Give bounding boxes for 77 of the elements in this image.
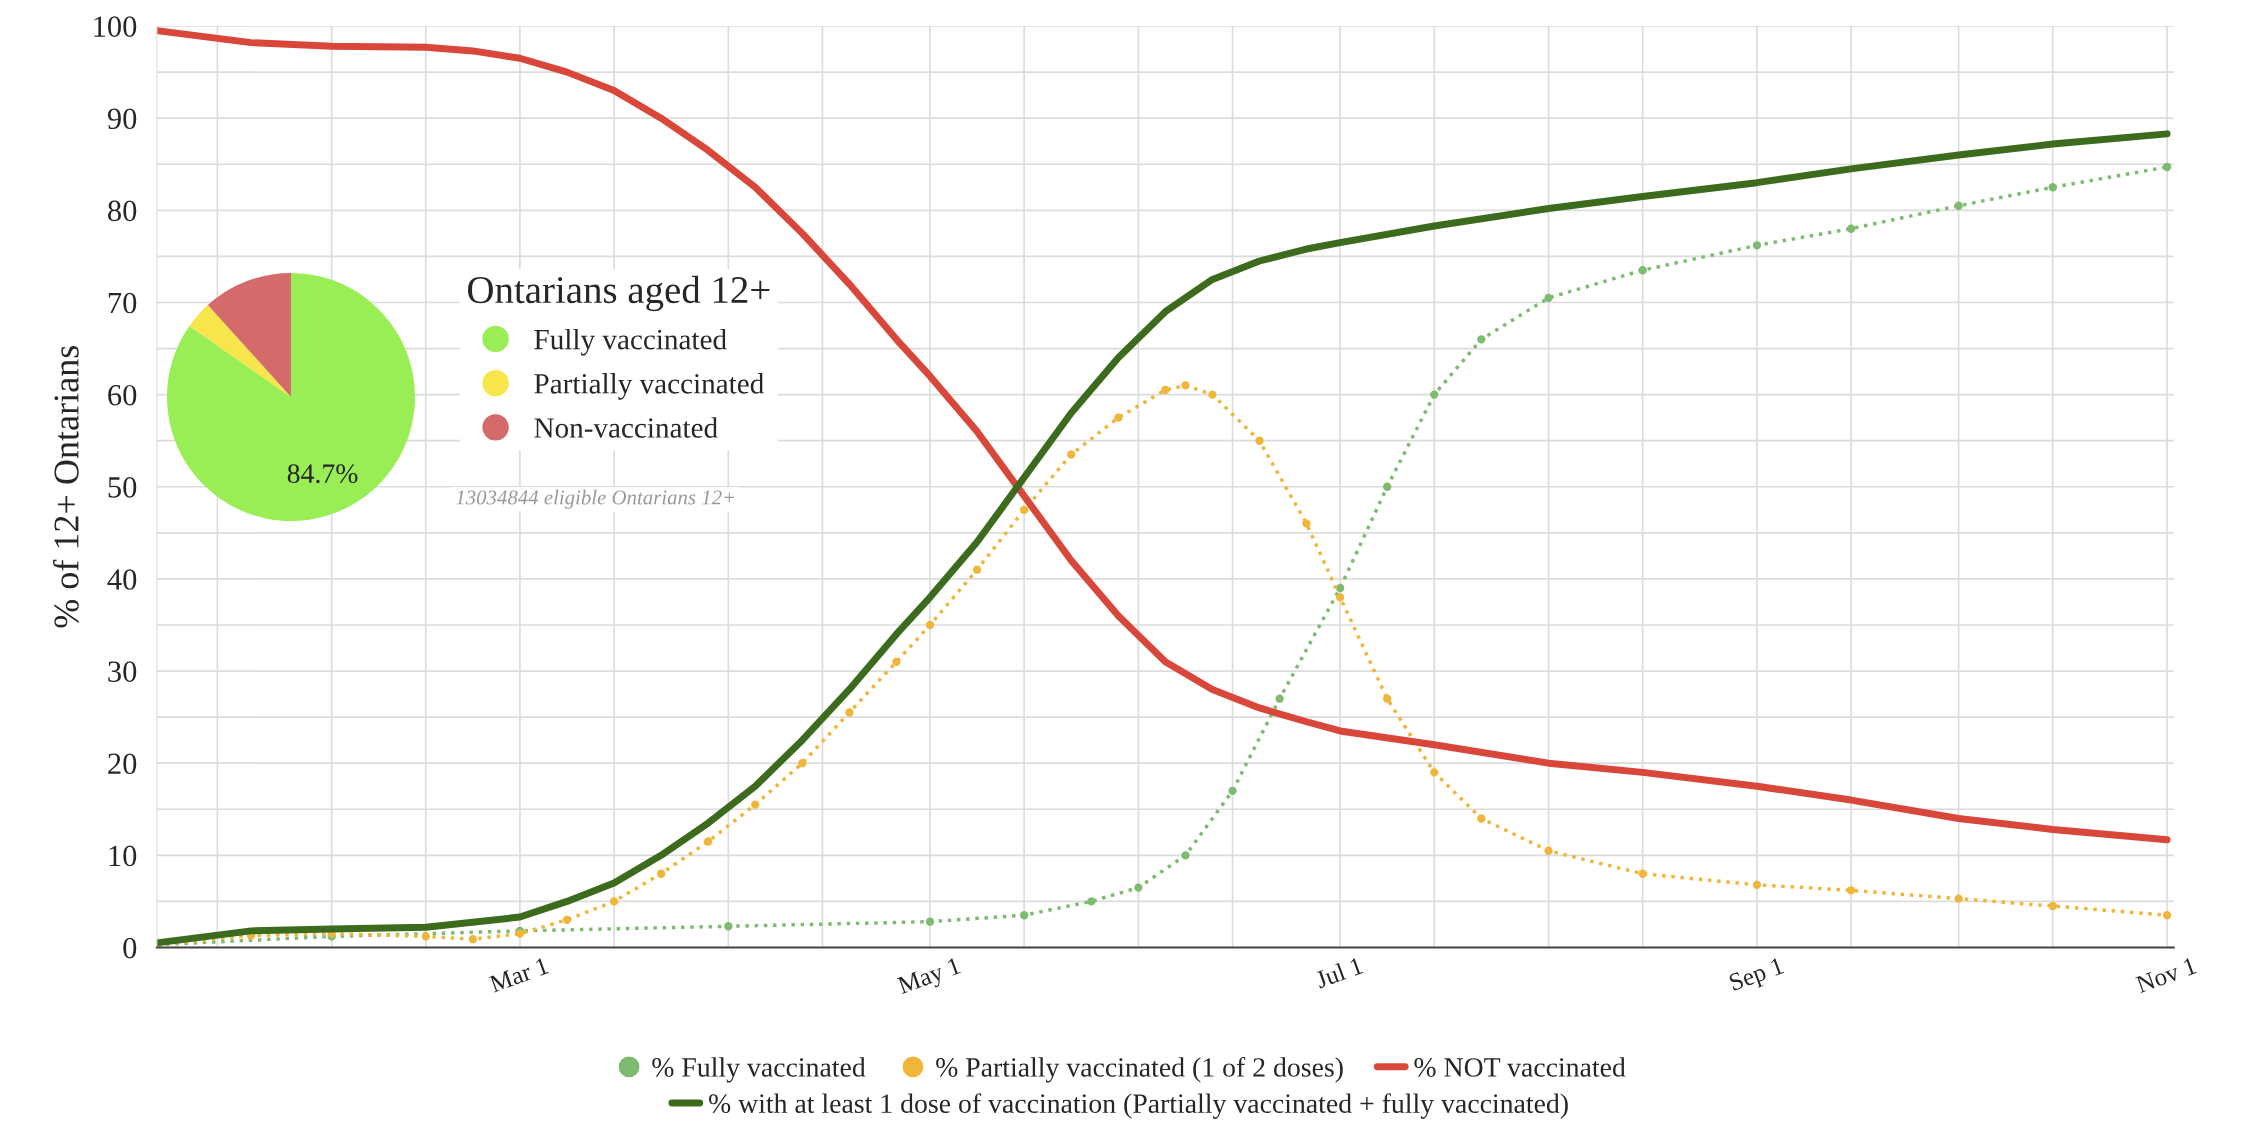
point (1335, 593, 1345, 602)
point (609, 897, 619, 906)
point (1638, 869, 1647, 878)
legend-label: % NOT vaccinated (1414, 1057, 1626, 1077)
point (1383, 694, 1392, 703)
annotation: 13034844 eligible Ontarians 12+ (456, 489, 735, 509)
legend-title: Ontarians aged 12+ (468, 275, 770, 312)
point (1275, 694, 1284, 703)
point (724, 922, 733, 931)
point (2048, 901, 2057, 911)
point (972, 565, 982, 574)
point (1954, 201, 1963, 210)
point (1430, 768, 1439, 777)
y-tick-label: 50 (108, 477, 137, 498)
pie-slice (189, 305, 291, 397)
legend-label: % Fully vaccinated (652, 1057, 866, 1083)
point (1383, 482, 1392, 491)
legend-label: Fully vaccinated (534, 328, 727, 356)
point (1477, 335, 1486, 344)
point (1114, 413, 1123, 422)
y-tick-label: 20 (108, 753, 137, 775)
y-tick-label: 100 (94, 16, 137, 37)
point (1019, 505, 1029, 514)
point (656, 869, 666, 878)
legend-label: Non-vaccinated (534, 417, 718, 438)
x-tick-label: May 1 (896, 957, 963, 999)
point (2048, 183, 2057, 192)
pie-slice (167, 273, 415, 521)
x-tick-label: Nov 1 (2135, 957, 2197, 994)
data-label: 84.7% (287, 464, 358, 484)
point (798, 759, 807, 768)
y-tick-label: 80 (108, 200, 137, 222)
y-tick-label: 0 (123, 937, 137, 959)
legend-label: Partially vaccinated (534, 373, 764, 400)
point (1846, 224, 1856, 233)
pie-slice (207, 273, 291, 397)
point (1181, 851, 1190, 860)
y-axis-title: % of 12+ Ontarians (52, 346, 79, 628)
point (2162, 162, 2172, 172)
x-tick-label: Jul 1 (1314, 956, 1364, 989)
point (1544, 293, 1553, 303)
legend-label: % with at least 1 dose of vaccination (Partially vaccinated + fully vaccinated) (708, 1093, 1568, 1119)
point (703, 837, 713, 846)
y-tick-label: 40 (107, 569, 137, 590)
point (2162, 911, 2172, 920)
point (1302, 519, 1311, 528)
point (1752, 241, 1762, 250)
point (1430, 390, 1439, 399)
point (1208, 390, 1217, 399)
point (892, 657, 901, 666)
y-tick-label: 90 (107, 108, 137, 130)
point (1752, 880, 1762, 889)
y-tick-label: 10 (109, 845, 137, 867)
point (925, 917, 935, 926)
point (1544, 846, 1553, 855)
x-tick-label: Sep 1 (1728, 957, 1786, 996)
point (1181, 381, 1190, 390)
point (845, 708, 854, 717)
y-tick-label: 60 (108, 384, 137, 406)
point (1638, 266, 1647, 275)
point (925, 620, 935, 630)
point (1477, 814, 1486, 823)
point (1228, 786, 1237, 795)
point (1019, 911, 1029, 920)
point (1067, 450, 1076, 459)
point (562, 915, 572, 925)
point (1954, 894, 1963, 903)
x-tick-label: Mar 1 (488, 957, 550, 993)
point (1846, 886, 1856, 895)
point (1161, 385, 1170, 395)
y-tick-label: 30 (108, 661, 137, 682)
y-tick-label: 70 (108, 292, 137, 314)
point (1255, 436, 1264, 445)
point (1134, 883, 1143, 892)
legend-label: % Partially vaccinated (1 of 2 doses) (936, 1056, 1343, 1083)
point (1087, 897, 1096, 906)
point (751, 800, 760, 809)
